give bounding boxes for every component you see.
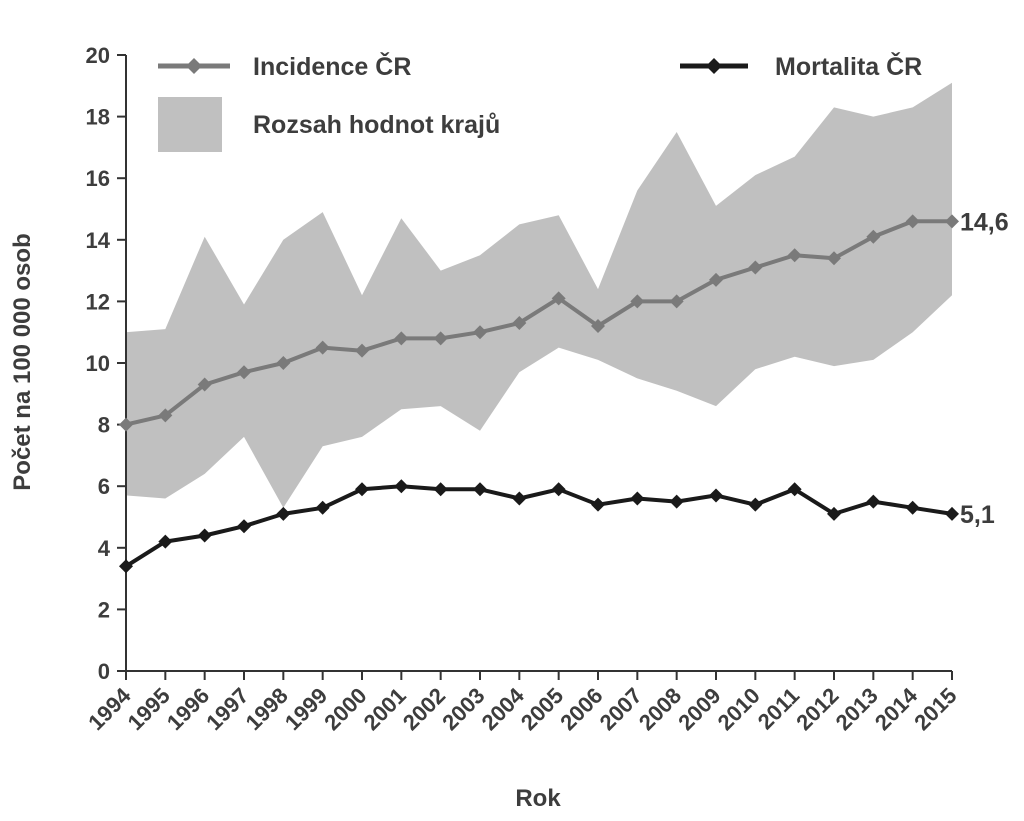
data-point (827, 251, 841, 266)
legend-item: Mortalita ČR (680, 51, 922, 81)
data-point (669, 494, 684, 509)
x-tick-label: 1996 (162, 683, 214, 735)
data-point (669, 294, 684, 309)
x-tick-label: 2007 (595, 683, 647, 735)
data-point (237, 365, 251, 380)
legend-label: Mortalita ČR (775, 51, 922, 81)
x-tick-label: 2001 (359, 683, 411, 735)
series-mortalita-čr: 5,1 (119, 479, 995, 574)
data-point (119, 417, 133, 432)
data-point (866, 494, 881, 509)
y-tick-label: 18 (86, 105, 110, 130)
range-area-layer (126, 82, 952, 508)
data-point (355, 482, 369, 497)
y-tick-label: 10 (86, 351, 110, 376)
series-line (125, 219, 952, 427)
data-point (866, 229, 881, 244)
legend-swatch-marker (706, 58, 722, 74)
data-point (709, 488, 723, 503)
x-tick-label: 2006 (555, 683, 607, 735)
legend-label: Incidence ČR (253, 51, 411, 81)
data-point (591, 497, 605, 512)
data-point (355, 343, 369, 358)
y-tick-label: 16 (86, 166, 110, 191)
data-point (787, 482, 802, 497)
data-point (158, 534, 173, 549)
data-point (197, 528, 212, 543)
data-point (197, 377, 212, 392)
data-point (630, 294, 645, 309)
x-tick-label: 2011 (753, 683, 804, 734)
legend-swatch-marker (186, 58, 202, 74)
x-tick-label: 1994 (83, 682, 136, 735)
data-point (945, 214, 959, 229)
x-tick-label: 2010 (713, 683, 765, 735)
x-tick-label: 2012 (791, 683, 843, 735)
data-point (748, 260, 763, 275)
x-tick-label: 1999 (280, 683, 332, 735)
legend-item: Rozsah hodnot krajů (158, 97, 500, 152)
data-point (276, 506, 291, 521)
data-point (237, 519, 251, 534)
end-value-label: 14,6 (960, 208, 1009, 236)
data-point (394, 479, 409, 494)
x-tick-label: 2015 (909, 683, 961, 735)
y-tick-label: 4 (98, 536, 111, 561)
data-point (473, 482, 487, 497)
data-point (945, 506, 959, 521)
data-point (512, 315, 527, 330)
data-point (827, 506, 841, 521)
x-tick-label: 2002 (398, 683, 450, 735)
legend-item: Incidence ČR (158, 51, 411, 81)
data-point (551, 482, 566, 497)
y-tick-label: 14 (86, 228, 111, 253)
data-point (512, 491, 527, 506)
series-incidence-čr: 14,6 (119, 208, 1009, 432)
x-tick-label: 2003 (437, 683, 489, 735)
data-point (787, 248, 802, 263)
x-tick-label: 2004 (477, 682, 530, 735)
y-axis-title: Počet na 100 000 osob (9, 233, 36, 490)
data-point (591, 319, 605, 334)
x-tick-label: 2008 (634, 683, 686, 735)
legend: Incidence ČR Mortalita ČR Rozsah hodnot kr… (158, 51, 922, 152)
data-point (158, 408, 173, 423)
data-point (119, 559, 133, 574)
data-point (905, 214, 920, 229)
data-point (315, 500, 330, 515)
y-tick-label: 2 (98, 597, 110, 622)
data-point (905, 500, 920, 515)
y-tick-label: 6 (98, 474, 110, 499)
data-point (630, 491, 645, 506)
data-point (315, 340, 330, 355)
legend-label: Rozsah hodnot krajů (253, 111, 500, 139)
x-tick-label: 2009 (673, 683, 725, 735)
data-point (433, 331, 448, 346)
x-tick-label: 1997 (201, 683, 253, 735)
data-point (551, 291, 566, 306)
x-axis-title: Rok (515, 785, 561, 812)
data-point (473, 325, 487, 340)
data-point (709, 272, 723, 287)
x-tick-label: 2000 (319, 683, 371, 735)
series-lines: 14,6 5,1 (119, 208, 1009, 574)
series-line (124, 484, 953, 568)
x-tick-label: 2013 (831, 683, 883, 735)
y-tick-label: 20 (86, 43, 110, 68)
x-tick-label: 1998 (241, 683, 293, 735)
data-point (394, 331, 409, 346)
range-area (126, 82, 952, 508)
x-tick-label: 2014 (870, 682, 923, 735)
y-tick-label: 12 (86, 289, 110, 314)
x-tick-label: 2005 (516, 683, 568, 735)
y-tick-label: 0 (98, 659, 110, 684)
data-point (748, 497, 763, 512)
x-tick-label: 1995 (123, 683, 175, 735)
data-point (276, 356, 291, 370)
data-point (433, 482, 448, 497)
legend-swatch-area (158, 97, 222, 152)
y-tick-label: 8 (98, 413, 110, 438)
end-value-label: 5,1 (960, 501, 995, 529)
